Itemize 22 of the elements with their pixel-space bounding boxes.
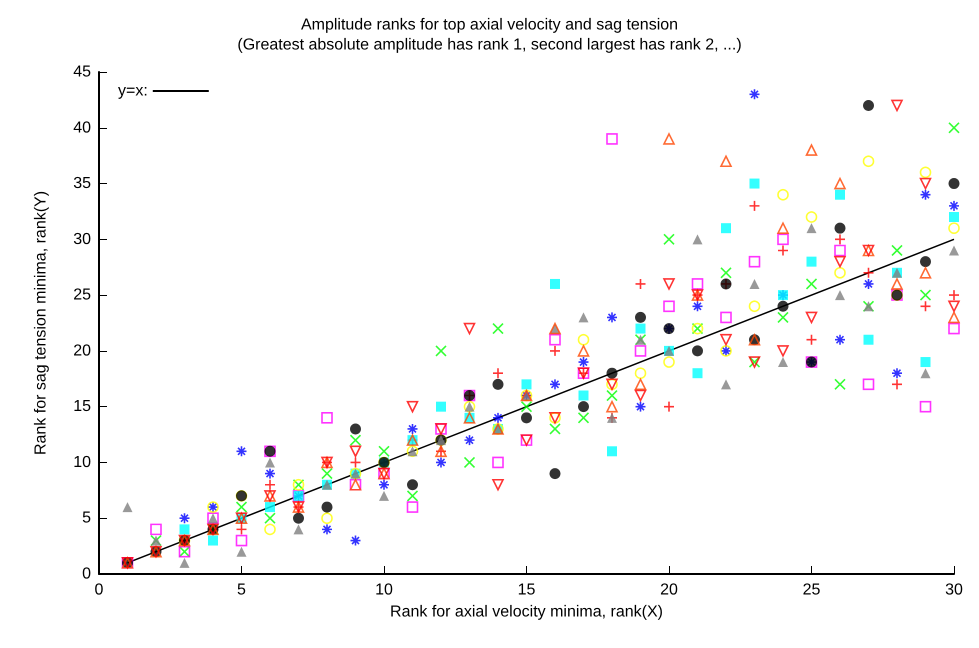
y-tick-label: 35 <box>73 175 92 192</box>
y-tick-label: 5 <box>82 510 92 527</box>
chart-subtitle: (Greatest absolute amplitude has rank 1, second largest has rank 2, ...) <box>237 36 742 54</box>
x-tick-label: 20 <box>660 582 678 598</box>
legend-label: y=x: <box>118 82 148 100</box>
x-tick-label: 5 <box>237 582 246 598</box>
x-tick-label: 30 <box>945 582 963 598</box>
y-tick-label: 40 <box>73 119 92 136</box>
x-tick-label: 15 <box>518 582 536 598</box>
y-tick-label: 15 <box>73 398 92 416</box>
y-tick-label: 45 <box>73 64 92 80</box>
y-tick-label: 10 <box>73 454 92 471</box>
x-tick-label: 0 <box>94 582 104 598</box>
y-tick-label: 25 <box>73 286 92 304</box>
x-tick-label: 10 <box>375 582 393 598</box>
y-tick-label: 30 <box>73 230 92 248</box>
y-tick-label: 20 <box>73 342 92 360</box>
chart-title: Amplitude ranks for top axial velocity and sag tension <box>300 16 678 34</box>
y-axis-title: Rank for sag tension minima, rank(Y) <box>32 190 50 456</box>
x-axis-title: Rank for axial velocity minima, rank(X) <box>390 604 663 620</box>
y-tick-label: 0 <box>82 566 92 582</box>
x-tick-label: 25 <box>802 582 820 598</box>
